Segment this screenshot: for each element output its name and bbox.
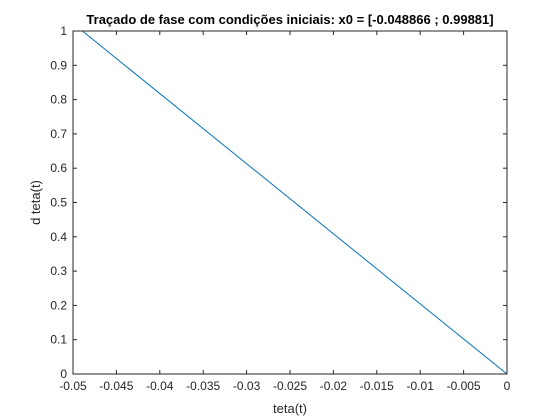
y-tick-label: 0.1: [50, 333, 67, 347]
x-tick-label: 0: [504, 379, 511, 393]
x-tick-label: -0.035: [186, 379, 220, 393]
x-tick-label: -0.04: [146, 379, 174, 393]
x-tick-label: -0.045: [99, 379, 133, 393]
y-tick-label: 0.6: [50, 161, 67, 175]
plot-area: [73, 31, 507, 374]
x-axis-ticks: -0.05 -0.045 -0.04 -0.035 -0.03 -0.025 -0.02 -0…: [59, 31, 511, 393]
y-tick-label: 0.2: [50, 298, 67, 312]
x-axis-label: teta(t): [273, 401, 307, 416]
x-tick-label: -0.015: [360, 379, 394, 393]
y-tick-label: 0.9: [50, 58, 67, 72]
y-tick-label: 0.4: [50, 230, 67, 244]
y-tick-label: 0: [60, 367, 67, 381]
y-tick-label: 0.7: [50, 127, 67, 141]
series-layer: [82, 31, 508, 375]
y-tick-label: 0.8: [50, 93, 67, 107]
x-tick-label: -0.05: [59, 379, 87, 393]
x-tick-label: -0.025: [273, 379, 307, 393]
y-tick-label: 1: [60, 24, 67, 38]
x-tick-label: -0.005: [447, 379, 481, 393]
x-tick-label: -0.01: [407, 379, 435, 393]
y-tick-label: 0.3: [50, 264, 67, 278]
y-axis-label: d teta(t): [28, 180, 43, 225]
y-axis-ticks: 0 0.1 0.2 0.3 0.4 0.5 0.6 0.7 0.8 0.9 1: [50, 24, 507, 381]
chart-title: Traçado de fase com condições iniciais: …: [86, 12, 493, 27]
x-tick-label: -0.02: [320, 379, 348, 393]
series-line-0: [82, 31, 508, 375]
y-tick-label: 0.5: [50, 196, 67, 210]
x-tick-label: -0.03: [233, 379, 261, 393]
